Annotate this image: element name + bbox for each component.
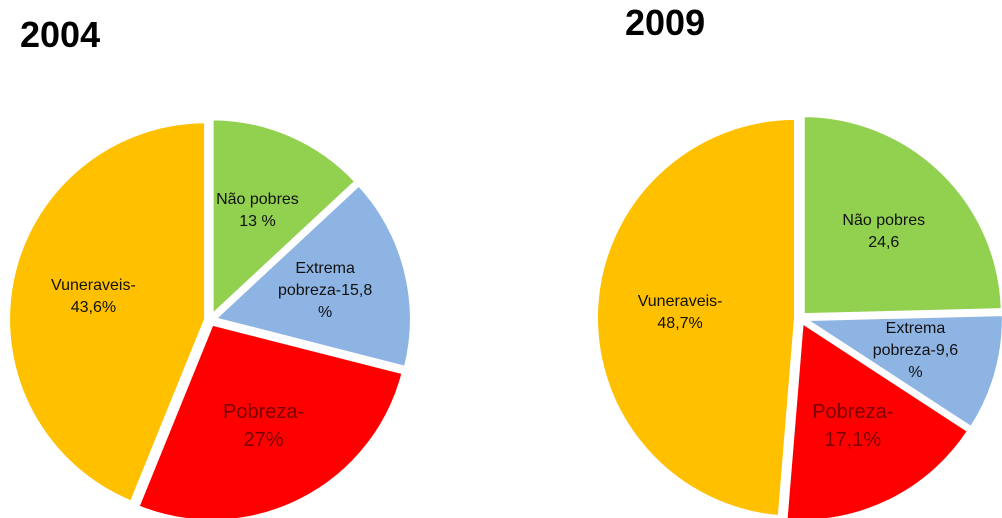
data-label: Vuneraveis-48,7% bbox=[637, 293, 723, 333]
pie-slice bbox=[800, 113, 1002, 318]
chart-title: 2004 bbox=[20, 14, 101, 55]
pie-slice bbox=[594, 115, 799, 518]
data-label: Extrema pobreza-9,6 % bbox=[872, 319, 959, 381]
pie-slice bbox=[6, 119, 209, 506]
data-label: Pobreza-17,1% bbox=[812, 400, 894, 451]
pie-slice bbox=[209, 181, 414, 371]
pie-slice bbox=[134, 321, 407, 518]
data-label: Extrema pobreza-15,8 % bbox=[277, 259, 373, 321]
pie-slice bbox=[797, 312, 1002, 432]
pie-slice bbox=[209, 116, 360, 321]
data-label: Não pobres 24,6 bbox=[842, 212, 926, 252]
data-label: Não pobres 13 % bbox=[216, 191, 299, 231]
data-label: Vuneraveis-43,6% bbox=[51, 277, 136, 317]
chart-title: 2009 bbox=[625, 2, 706, 43]
data-label: Pobreza-27% bbox=[222, 401, 305, 452]
pie-slice bbox=[783, 318, 973, 518]
